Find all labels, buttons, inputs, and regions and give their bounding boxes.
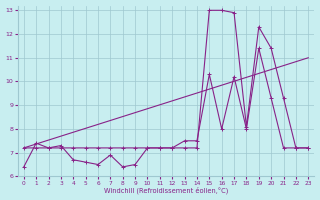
X-axis label: Windchill (Refroidissement éolien,°C): Windchill (Refroidissement éolien,°C) [104,187,228,194]
